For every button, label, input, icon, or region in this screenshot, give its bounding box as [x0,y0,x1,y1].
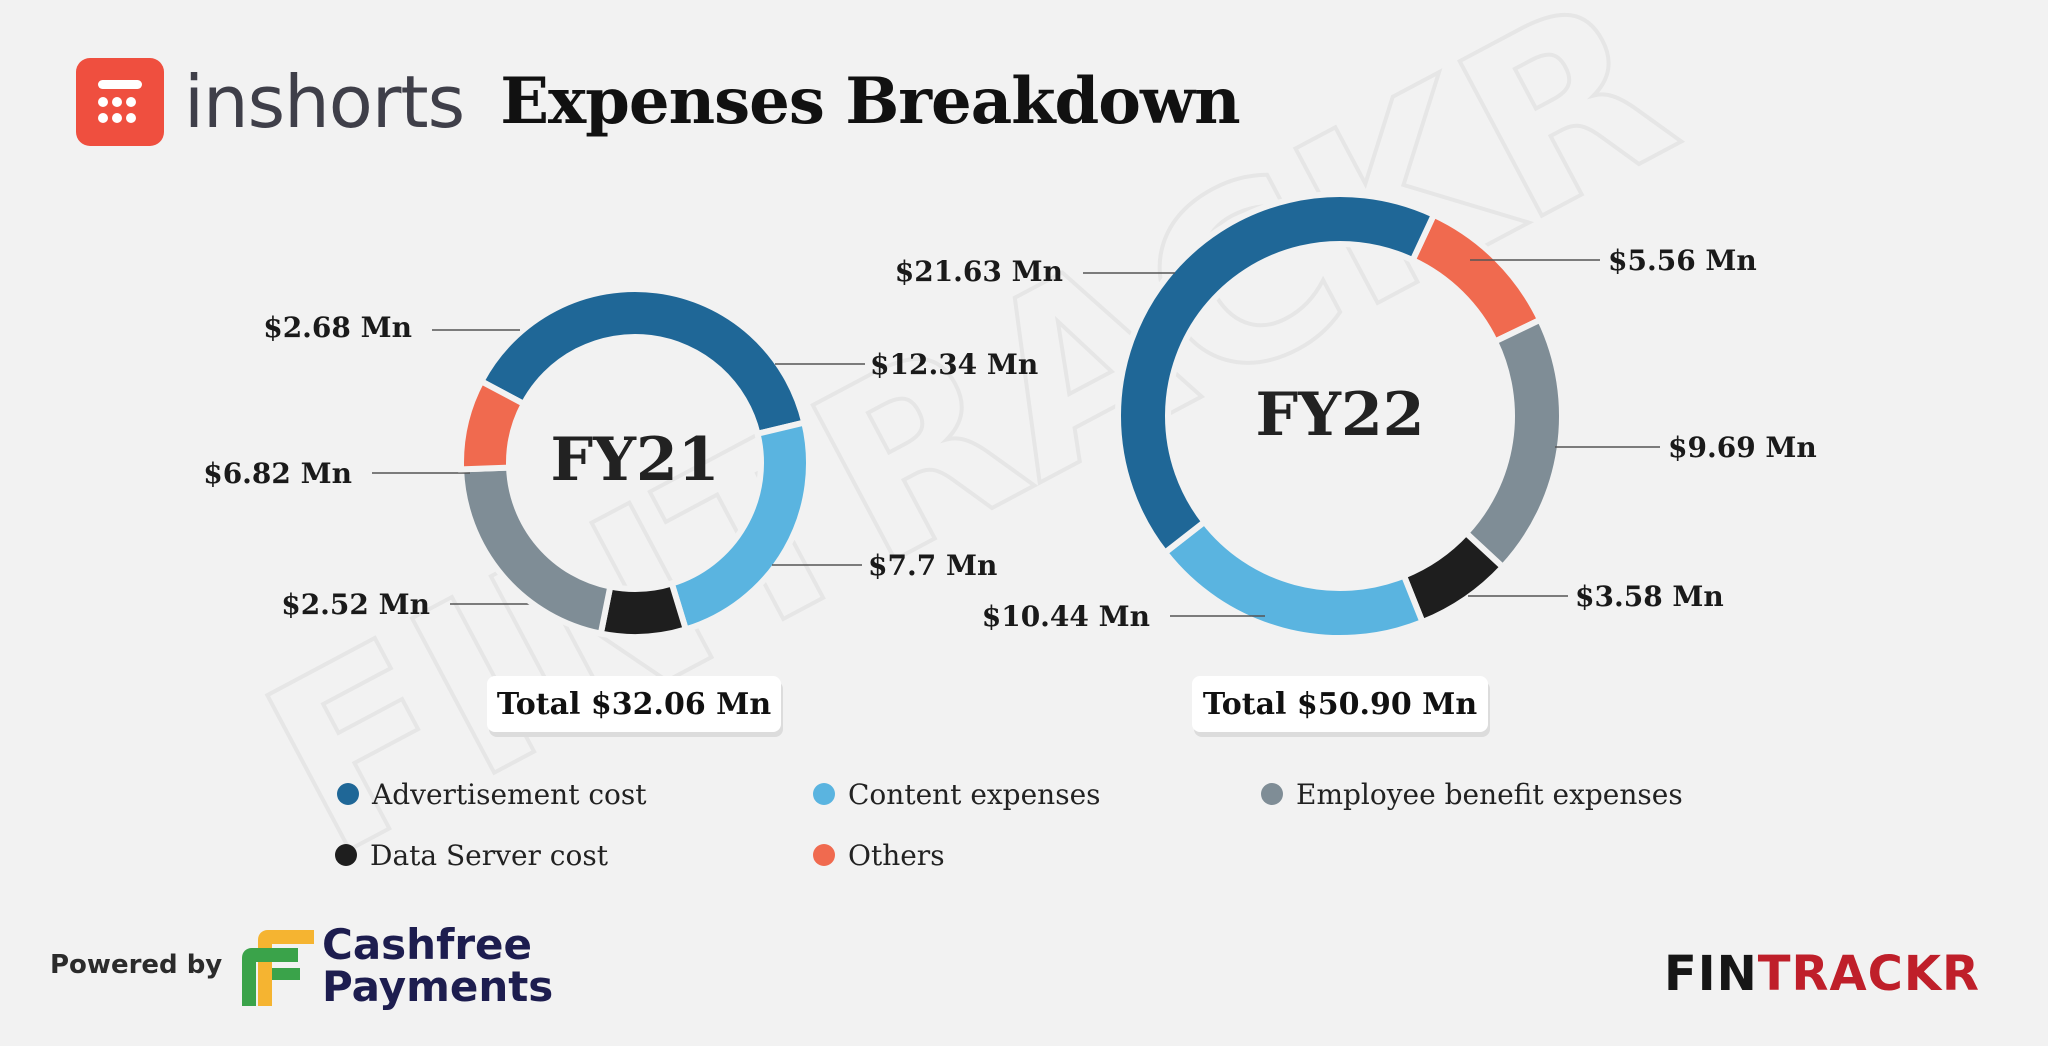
legend-swatch [813,783,835,805]
legend-swatch [337,783,359,805]
value-label-others: $2.68 Mn [263,311,412,344]
value-label-content-expenses: $7.7 Mn [868,549,997,582]
legend-swatch [1261,783,1283,805]
value-label-advertisement-cost: $21.63 Mn [895,255,1063,288]
powered-by-text: Powered by [50,950,223,980]
fintrackr-suffix: TRACKR [1757,946,1980,1002]
legend-item-others: Others [813,839,945,872]
slice-others [458,377,528,473]
center-label: FY21 [551,425,720,495]
donut-chart-fy22: $5.56 Mn $9.69 Mn $3.58 Mn $10.44 Mn $21.63 … [895,191,1817,737]
slice-advertisement-cost [1115,191,1438,557]
legend-label: Advertisement cost [371,778,647,811]
cashfree-line-1: Cashfree [322,920,533,969]
total-label: Total $50.90 Mn [1203,687,1477,722]
value-label-data-server-cost: $3.58 Mn [1575,580,1724,613]
value-label-data-server-cost: $2.52 Mn [281,588,430,621]
total-badge [1192,676,1488,732]
slice-data-server-cost [597,579,690,640]
legend-label: Others [848,839,945,872]
brand-name: inshorts [184,60,465,144]
grid-dots-icon [98,80,142,123]
legend-label: Data Server cost [370,839,609,872]
slice-advertisement-cost [477,286,808,438]
legend-label: Content expenses [848,778,1101,811]
donut-chart-fy21: $12.34 Mn $7.7 Mn $2.52 Mn $6.82 Mn $2.68 Mn… [203,286,1038,737]
value-label-advertisement-cost: $12.34 Mn [870,348,1038,381]
slice-content-expenses [1160,517,1427,641]
charts-group: $12.34 Mn $7.7 Mn $2.52 Mn $6.82 Mn $2.68 Mn… [203,191,1817,737]
fintrackr-prefix: FIN [1663,946,1758,1002]
header: inshorts Expenses Breakdown [76,56,1241,148]
page-title: Expenses Breakdown [500,64,1240,139]
cashfree-wordmark: Cashfree Payments [322,924,553,1008]
legend-item-employee-benefit-expenses: Employee benefit expenses [1261,778,1683,811]
value-label-content-expenses: $10.44 Mn [982,600,1150,633]
value-label-others: $5.56 Mn [1608,244,1757,277]
legend: Advertisement cost Content expenses Employ… [335,778,1683,872]
legend-swatch [813,844,835,866]
center-label: FY22 [1256,380,1425,450]
value-label-employee-benefit-expenses: $9.69 Mn [1668,431,1817,464]
value-label-employee-benefit-expenses: $6.82 Mn [203,457,352,490]
fintrackr-logo: FINTRACKR [1664,950,1980,998]
total-label: Total $32.06 Mn [497,687,771,722]
legend-item-data-server-cost: Data Server cost [335,839,609,872]
inshorts-logo-icon [76,58,164,146]
cashfree-line-2: Payments [322,962,554,1011]
legend-item-content-expenses: Content expenses [813,778,1101,811]
total-badge [487,676,781,732]
legend-label: Employee benefit expenses [1296,778,1683,811]
slice-employee-benefit-expenses [1461,315,1565,572]
cashfree-logo-icon [242,930,314,1006]
legend-swatch [335,844,357,866]
legend-item-advertisement-cost: Advertisement cost [337,778,647,811]
